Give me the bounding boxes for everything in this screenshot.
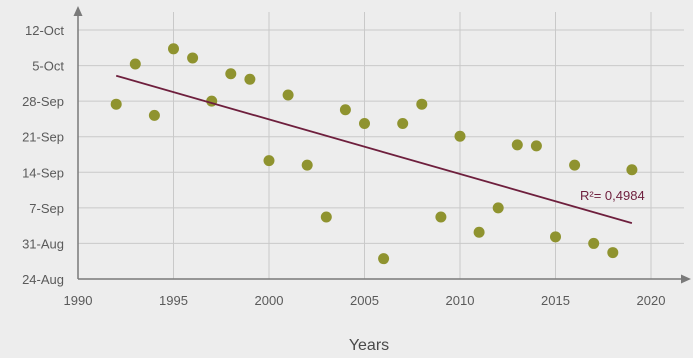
data-point <box>473 226 485 238</box>
data-point <box>359 118 370 130</box>
data-point <box>530 140 542 152</box>
r-squared-annotation: R²= 0,4984 <box>580 188 645 203</box>
x-tick-label: 2005 <box>350 293 379 308</box>
x-axis-arrow-icon <box>681 274 691 284</box>
trendline <box>115 74 633 224</box>
x-tick-label: 2015 <box>541 293 570 308</box>
y-tick-label: 24-Aug <box>22 272 64 287</box>
data-point <box>588 237 600 249</box>
data-point <box>454 130 466 142</box>
x-tick-label: 2020 <box>637 293 666 308</box>
data-point <box>550 231 561 243</box>
axes <box>73 6 691 284</box>
y-tick-label: 7-Sep <box>29 201 64 216</box>
data-point <box>320 211 332 223</box>
x-tick-labels: 1990 1995 2000 2005 2010 2015 2020 <box>64 293 666 308</box>
y-tick-label: 28-Sep <box>22 94 64 109</box>
data-points <box>110 43 638 265</box>
data-point <box>148 109 160 121</box>
data-point <box>492 202 504 214</box>
data-point <box>110 98 122 110</box>
y-tick-label: 12-Oct <box>25 23 64 38</box>
data-point <box>225 68 237 80</box>
data-point <box>244 73 256 85</box>
data-point <box>282 89 294 101</box>
data-point <box>187 52 199 64</box>
data-point <box>435 211 447 223</box>
x-tick-label: 1990 <box>64 293 93 308</box>
y-axis-arrow-icon <box>73 6 83 16</box>
data-point <box>263 155 275 167</box>
data-point <box>168 43 179 55</box>
data-point <box>416 98 428 110</box>
data-point <box>301 159 313 171</box>
y-tick-labels: 24-Aug 31-Aug 7-Sep 14-Sep 21-Sep 28-Sep 5-Oct… <box>22 23 64 287</box>
x-tick-label: 1995 <box>159 293 188 308</box>
data-point <box>378 253 390 265</box>
y-tick-label: 31-Aug <box>22 236 64 251</box>
data-point <box>339 104 351 116</box>
data-point <box>626 164 638 176</box>
data-point <box>397 118 409 130</box>
x-tick-label: 2010 <box>446 293 475 308</box>
grid-lines <box>78 12 684 279</box>
y-tick-label: 5-Oct <box>32 59 64 74</box>
y-tick-label: 21-Sep <box>22 130 64 145</box>
data-point <box>511 139 523 151</box>
data-point <box>569 159 581 171</box>
x-tick-label: 2000 <box>255 293 284 308</box>
y-tick-label: 14-Sep <box>22 165 64 180</box>
x-axis-title: Years <box>349 337 389 354</box>
data-point <box>129 58 141 70</box>
data-point <box>607 247 619 259</box>
